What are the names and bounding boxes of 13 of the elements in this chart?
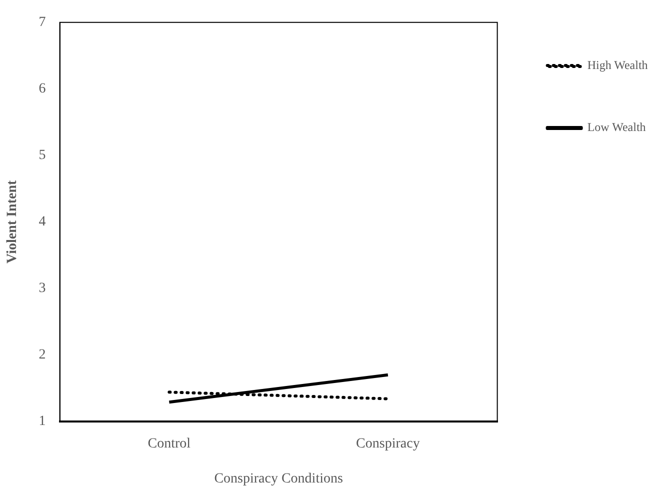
y-tick-label: 7 [38, 15, 46, 30]
y-axis-title: Violent Intent [5, 180, 20, 264]
y-tick-label: 4 [38, 214, 46, 230]
y-tick-label: 6 [38, 82, 46, 97]
x-axis-title: Conspiracy Conditions [214, 471, 343, 486]
legend-label: Low Wealth [587, 120, 646, 134]
x-tick-label: Control [148, 436, 191, 452]
y-tick-label: 5 [38, 148, 46, 164]
y-tick-label: 1 [38, 414, 46, 430]
y-tick-label: 3 [38, 281, 46, 296]
x-tick-label: Conspiracy [356, 436, 420, 452]
legend-label: High Wealth [587, 58, 648, 72]
y-tick-label: 2 [38, 348, 46, 363]
